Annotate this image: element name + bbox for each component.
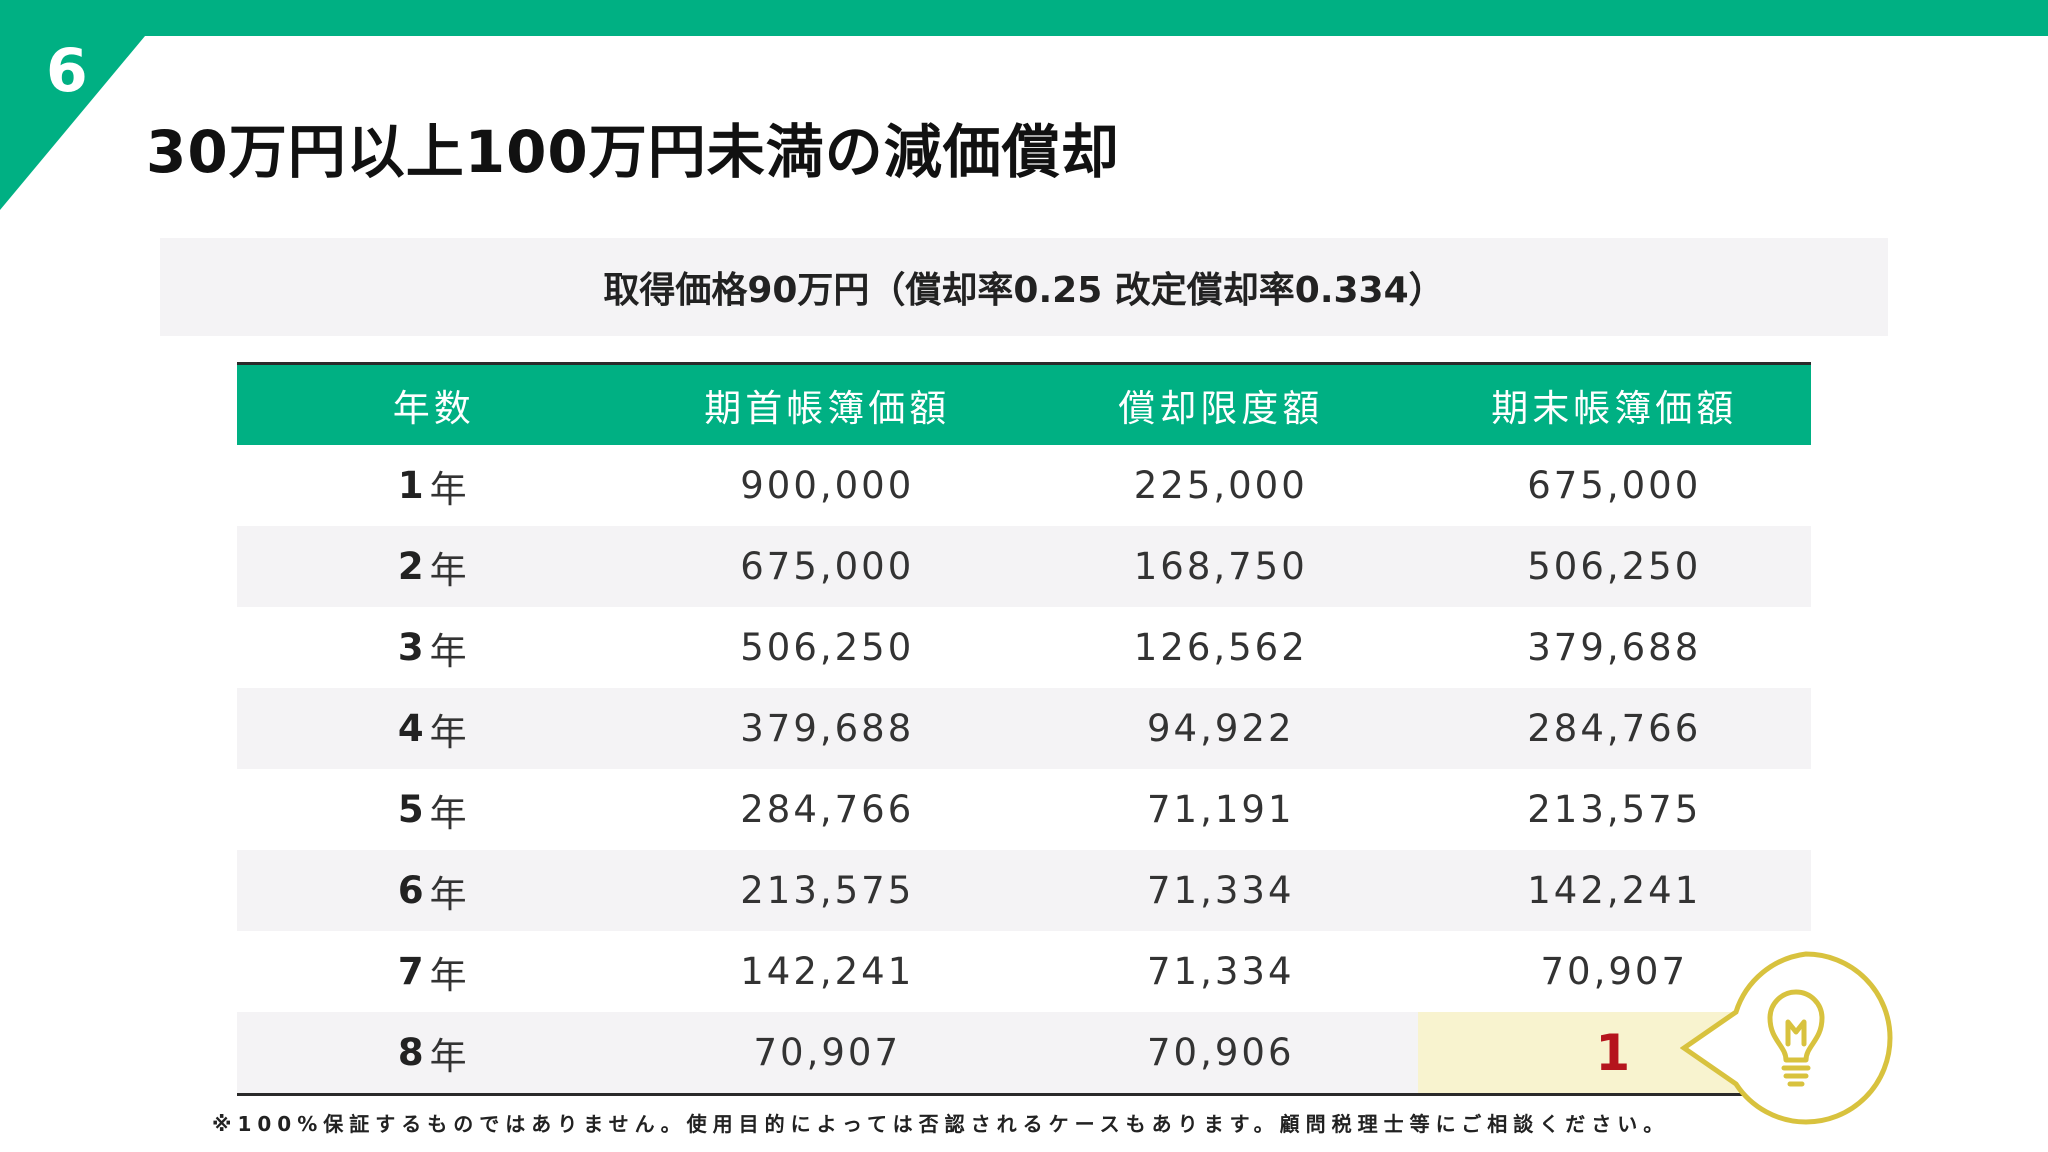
year-number: 3 bbox=[397, 626, 424, 669]
opening-cell: 70,907 bbox=[753, 1031, 901, 1074]
year-number: 7 bbox=[397, 950, 424, 993]
depreciation-cell: 225,000 bbox=[1133, 464, 1308, 507]
table-header-row: 年数 期首帳簿価額 償却限度額 期末帳簿価額 bbox=[237, 365, 1811, 445]
opening-cell: 142,241 bbox=[740, 950, 915, 993]
lightbulb-icon bbox=[1680, 951, 1893, 1125]
depreciation-cell: 71,191 bbox=[1147, 788, 1295, 831]
corner-accent-triangle bbox=[0, 0, 175, 210]
year-number: 4 bbox=[397, 707, 424, 750]
year-number: 5 bbox=[397, 788, 424, 831]
year-number: 8 bbox=[397, 1031, 424, 1074]
header-closing-book-value: 期末帳簿価額 bbox=[1491, 387, 1738, 430]
top-accent-bar bbox=[0, 0, 2048, 36]
opening-cell: 675,000 bbox=[740, 545, 915, 588]
year-unit: 年 bbox=[429, 872, 470, 916]
depreciation-cell: 126,562 bbox=[1133, 626, 1308, 669]
year-number: 2 bbox=[397, 545, 424, 588]
header-year: 年数 bbox=[392, 387, 475, 430]
opening-cell: 506,250 bbox=[740, 626, 915, 669]
closing-cell: 142,241 bbox=[1527, 869, 1702, 912]
subtitle-text: 取得価格90万円（償却率0.25 改定償却率0.334） bbox=[603, 270, 1445, 311]
header-depreciation-limit: 償却限度額 bbox=[1118, 387, 1324, 430]
depreciation-cell: 168,750 bbox=[1133, 545, 1308, 588]
closing-cell: 284,766 bbox=[1527, 707, 1702, 750]
opening-cell: 379,688 bbox=[740, 707, 915, 750]
depreciation-cell: 71,334 bbox=[1147, 950, 1295, 993]
year-number: 1 bbox=[397, 464, 424, 507]
closing-cell: 213,575 bbox=[1527, 788, 1702, 831]
year-unit: 年 bbox=[429, 629, 470, 673]
depreciation-cell: 94,922 bbox=[1147, 707, 1295, 750]
opening-cell: 284,766 bbox=[740, 788, 915, 831]
closing-cell: 506,250 bbox=[1527, 545, 1702, 588]
opening-cell: 213,575 bbox=[740, 869, 915, 912]
year-unit: 年 bbox=[429, 548, 470, 592]
header-opening-book-value: 期首帳簿価額 bbox=[704, 387, 951, 430]
year-unit: 年 bbox=[429, 467, 470, 511]
page-number: 6 bbox=[46, 36, 88, 106]
year-unit: 年 bbox=[429, 710, 470, 754]
opening-cell: 900,000 bbox=[740, 464, 915, 507]
year-unit: 年 bbox=[429, 791, 470, 835]
closing-cell: 379,688 bbox=[1527, 626, 1702, 669]
year-unit: 年 bbox=[429, 953, 470, 997]
depreciation-cell: 71,334 bbox=[1147, 869, 1295, 912]
disclaimer-footnote: ※100%保証するものではありません。使用目的によっては否認されるケースもありま… bbox=[212, 1112, 1670, 1136]
year-unit: 年 bbox=[429, 1034, 470, 1078]
year-number: 6 bbox=[397, 869, 424, 912]
depreciation-cell: 70,906 bbox=[1147, 1031, 1295, 1074]
subtitle-box: 取得価格90万円（償却率0.25 改定償却率0.334） bbox=[160, 238, 1888, 336]
page-title: 30万円以上100万円未満の減価償却 bbox=[146, 118, 1120, 186]
final-book-value: 1 bbox=[1595, 1023, 1634, 1082]
closing-cell: 70,907 bbox=[1540, 950, 1688, 993]
closing-cell: 675,000 bbox=[1527, 464, 1702, 507]
